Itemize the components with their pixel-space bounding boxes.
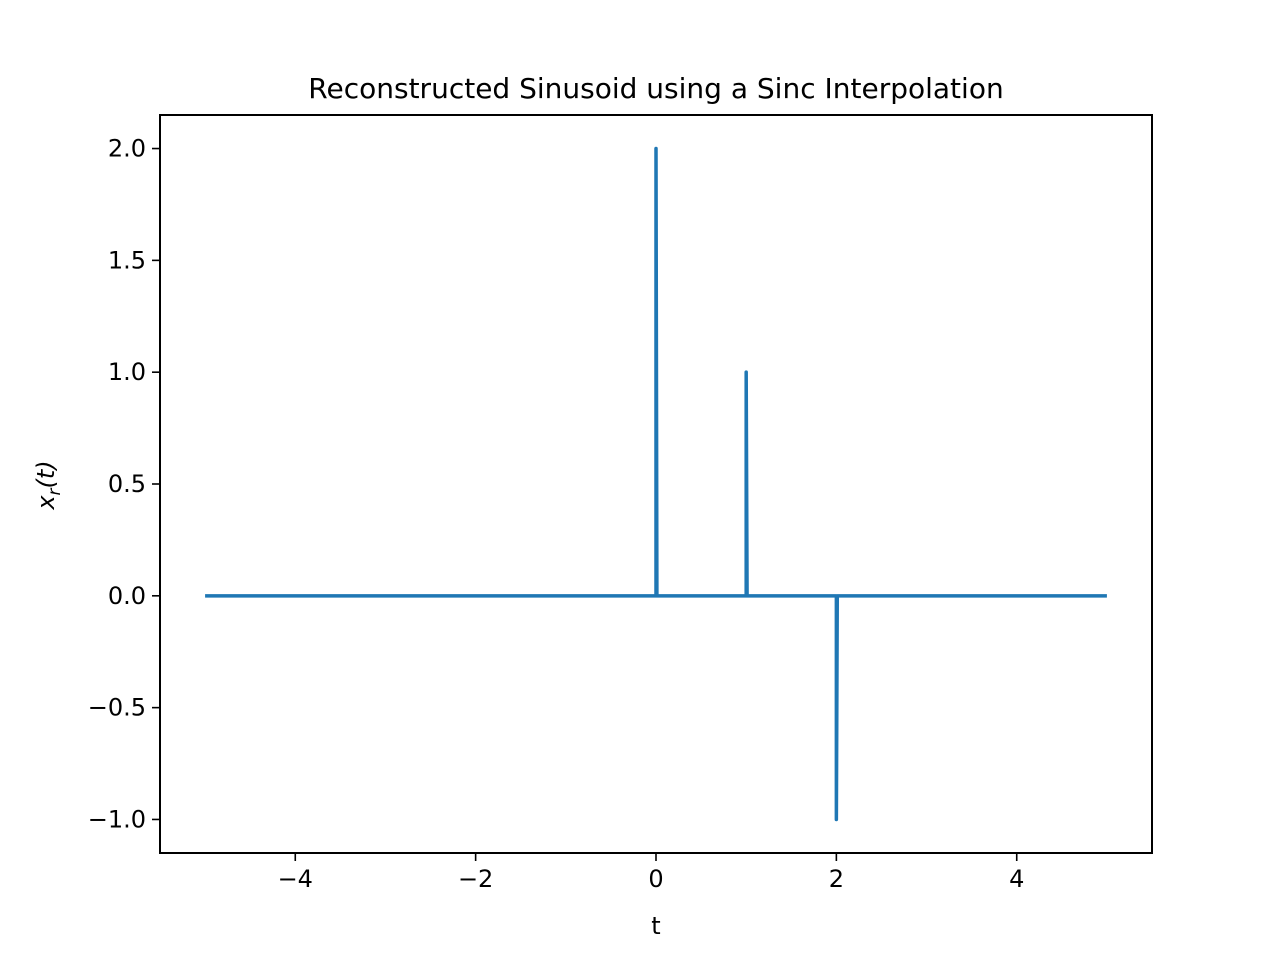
y-tick-label: 1.5 [108, 246, 146, 274]
chart-title: Reconstructed Sinusoid using a Sinc Inte… [308, 72, 1003, 105]
x-tick-label: −2 [458, 865, 493, 893]
y-tick-label: 1.0 [108, 358, 146, 386]
x-tick-label: 2 [829, 865, 844, 893]
x-axis-label: t [651, 912, 660, 940]
y-tick-label: −1.0 [88, 805, 146, 833]
y-axis-label: xr(t) [32, 460, 65, 510]
y-tick-label: 0.5 [108, 470, 146, 498]
x-tick-label: 4 [1009, 865, 1024, 893]
y-tick-label: 2.0 [108, 135, 146, 163]
y-tick-label: 0.0 [108, 582, 146, 610]
x-tick-label: 0 [648, 865, 663, 893]
y-tick-label: −0.5 [88, 694, 146, 722]
series-line-0 [205, 146, 1107, 822]
plot-area [205, 146, 1107, 822]
x-tick-label: −4 [278, 865, 313, 893]
axes: −4 −2 0 2 4 2.0 1.5 1.0 0.5 0.0 −0.5 −1.0 [88, 114, 1153, 893]
